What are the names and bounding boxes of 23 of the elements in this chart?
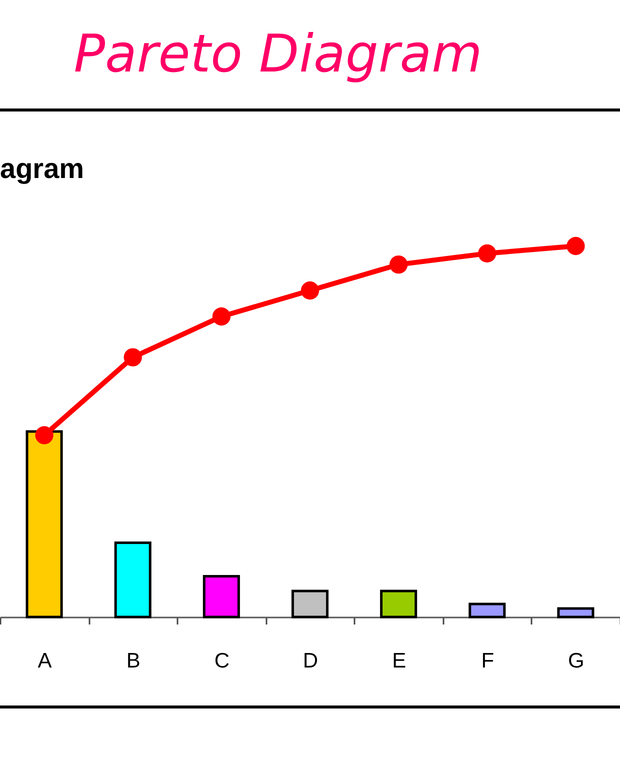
x-tick-label: D xyxy=(302,650,318,672)
bar xyxy=(557,607,594,618)
bar xyxy=(26,430,63,618)
x-tick-label: E xyxy=(392,650,406,672)
bar xyxy=(291,590,329,618)
bar xyxy=(380,590,418,618)
chart-title: Pareto Diagram xyxy=(74,24,482,84)
x-tick-label: C xyxy=(214,650,230,672)
point xyxy=(35,426,54,444)
point xyxy=(478,244,496,262)
point xyxy=(566,236,585,256)
bar xyxy=(114,542,152,618)
chart-subtitle: agram xyxy=(0,153,84,184)
point xyxy=(300,281,320,300)
point xyxy=(212,307,231,326)
bar xyxy=(468,602,506,618)
point xyxy=(124,348,142,366)
point xyxy=(389,255,408,274)
x-tick-label: G xyxy=(568,650,584,672)
x-tick-label: F xyxy=(481,650,494,672)
bar xyxy=(202,574,240,618)
x-tick-label: B xyxy=(126,650,140,672)
x-tick-label: A xyxy=(38,650,52,672)
